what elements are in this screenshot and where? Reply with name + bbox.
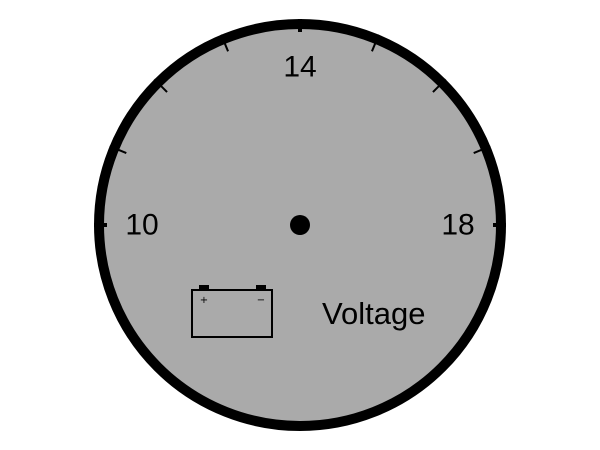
minor-tick: [153, 78, 168, 93]
battery-minus-sign: −: [257, 295, 265, 306]
minor-tick: [371, 34, 380, 52]
minor-tick: [109, 145, 127, 154]
tick-label-mid: 14: [283, 51, 316, 84]
battery-plus-sign: +: [200, 295, 208, 306]
tick-label-max: 18: [441, 209, 474, 242]
gauge-tick-labels: 10 14 18: [125, 51, 474, 242]
minor-tick: [473, 145, 491, 154]
battery-terminal-negative: [256, 285, 266, 290]
gauge-caption: Voltage: [322, 296, 425, 331]
battery-terminal-positive: [199, 285, 209, 290]
battery-body: [191, 289, 273, 338]
minor-tick: [220, 34, 229, 52]
needle-pivot: [290, 215, 310, 235]
battery-icon: + −: [191, 285, 273, 338]
gauge-ticks: [94, 19, 506, 227]
minor-tick: [432, 78, 447, 93]
tick-label-min: 10: [125, 209, 158, 242]
